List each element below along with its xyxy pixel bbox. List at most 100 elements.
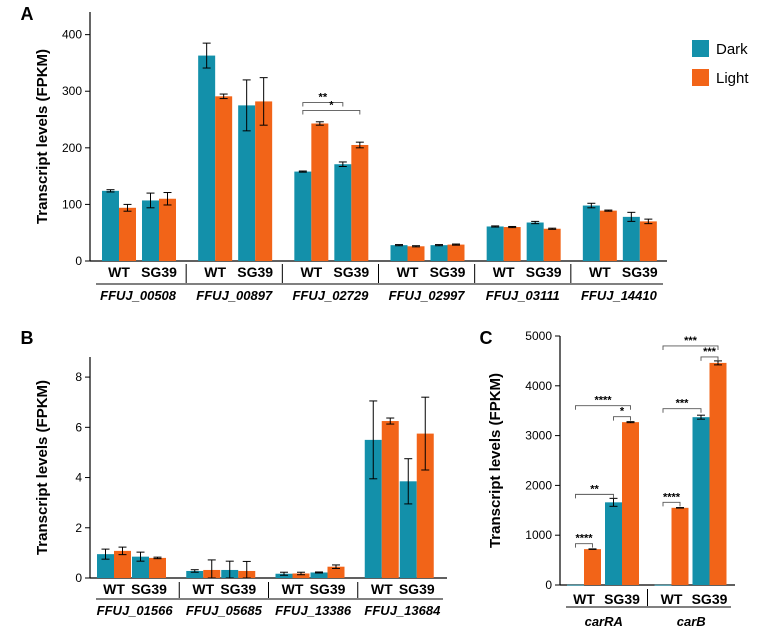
significance-label: ****	[663, 491, 681, 503]
panel-c-ytick-label: 2000	[525, 478, 552, 492]
panel-c-ytick-label: 4000	[525, 379, 552, 393]
bar-b-ffuj_01566-wt-dark	[97, 554, 114, 578]
panel-a-ytick-label: 300	[62, 84, 82, 98]
significance-bracket	[575, 405, 631, 410]
bar-b-ffuj_13386-sg39-light	[327, 566, 345, 578]
condition-label-wt: WT	[589, 264, 611, 280]
bar-a-ffuj_02997-sg39-light	[447, 244, 465, 261]
panel-a-ytick-label: 0	[75, 254, 82, 268]
bar-c-carb-sg39-dark	[692, 417, 710, 585]
bar-a-ffuj_02997-wt-dark	[390, 245, 408, 261]
gene-label-carb: carB	[677, 614, 706, 629]
gene-label-ffuj_05685: FFUJ_05685	[186, 603, 263, 618]
significance-bracket	[302, 102, 344, 107]
condition-label-wt: WT	[103, 581, 125, 597]
condition-label-wt: WT	[192, 581, 214, 597]
bar-b-ffuj_13386-wt-dark	[275, 573, 293, 578]
bar-a-ffuj_02729-wt-light	[311, 123, 329, 261]
significance-label: ***	[684, 335, 698, 347]
bar-b-ffuj_13684-sg39-dark	[399, 481, 417, 578]
bar-a-ffuj_00508-wt-dark	[102, 190, 119, 261]
significance-bracket	[575, 493, 614, 499]
significance-label: **	[590, 483, 599, 495]
legend-swatch-light	[692, 69, 709, 86]
bar-a-ffuj_02729-sg39-light	[351, 144, 369, 261]
bar-a-ffuj_02729-wt-dark	[294, 171, 312, 261]
condition-label-sg39: SG39	[310, 581, 346, 597]
significance-bracket	[700, 356, 719, 361]
condition-label-wt: WT	[300, 264, 322, 280]
bar-a-ffuj_02997-sg39-dark	[430, 245, 448, 261]
condition-label-wt: WT	[108, 264, 130, 280]
significance-label: ****	[575, 533, 593, 545]
gene-label-ffuj_00508: FFUJ_00508	[100, 288, 177, 303]
bar-a-ffuj_03111-sg39-light	[543, 228, 561, 261]
bar-a-ffuj_00897-sg39-light	[255, 101, 273, 261]
bar-a-ffuj_14410-sg39-dark	[622, 216, 640, 261]
gene-label-ffuj_13386: FFUJ_13386	[275, 603, 352, 618]
bar-b-ffuj_05685-wt-dark	[186, 570, 204, 578]
condition-label-wt: WT	[397, 264, 419, 280]
significance-label: *	[620, 406, 625, 418]
panel-a-label: A	[21, 4, 34, 24]
condition-label-sg39: SG39	[604, 591, 640, 607]
gene-label-ffuj_01566: FFUJ_01566	[97, 603, 174, 618]
panel-a-ylabel: Transcript levels (FPKM)	[34, 49, 51, 224]
gene-label-ffuj_14410: FFUJ_14410	[581, 288, 658, 303]
bar-c-carb-sg39-light	[709, 362, 727, 585]
bar-c-carra-wt-dark	[567, 584, 584, 586]
significance-label: ***	[676, 398, 690, 410]
bar-c-carb-wt-dark	[654, 584, 672, 586]
bar-a-ffuj_00897-sg39-dark	[238, 105, 256, 261]
condition-label-sg39: SG39	[220, 581, 256, 597]
gene-label-ffuj_02729: FFUJ_02729	[292, 288, 369, 303]
condition-label-sg39: SG39	[692, 591, 728, 607]
bar-b-ffuj_13684-wt-light	[381, 421, 399, 578]
legend-swatch-dark	[692, 40, 709, 57]
panel-a-ytick-label: 100	[62, 197, 82, 211]
panel-c-ytick-label: 3000	[525, 429, 552, 443]
bar-b-ffuj_13386-sg39-dark	[310, 572, 328, 578]
bar-a-ffuj_03111-wt-dark	[486, 226, 504, 261]
panel-b-label: B	[21, 328, 34, 348]
bar-c-carra-sg39-dark	[605, 502, 622, 585]
bar-c-carb-wt-light	[671, 507, 689, 585]
gene-label-ffuj_03111: FFUJ_03111	[486, 288, 560, 303]
condition-label-sg39: SG39	[430, 264, 466, 280]
bar-a-ffuj_02729-sg39-dark	[334, 164, 352, 261]
significance-label: ****	[594, 395, 612, 407]
panel-c-label: C	[480, 328, 493, 348]
condition-label-wt: WT	[573, 591, 595, 607]
panel-a-ytick-label: 200	[62, 141, 82, 155]
gene-label-ffuj_00897: FFUJ_00897	[196, 288, 273, 303]
condition-label-wt: WT	[282, 581, 304, 597]
significance-bracket	[662, 501, 681, 507]
bar-b-ffuj_13684-wt-dark	[364, 439, 382, 578]
bar-a-ffuj_14410-wt-light	[599, 210, 617, 261]
bar-a-ffuj_00508-sg39-dark	[142, 200, 159, 261]
significance-bracket	[662, 408, 702, 413]
bar-a-ffuj_00897-wt-dark	[198, 55, 216, 262]
bar-a-ffuj_00508-sg39-light	[159, 198, 176, 261]
bar-b-ffuj_01566-sg39-dark	[132, 556, 149, 578]
panel-b-ytick-label: 6	[75, 420, 82, 434]
significance-bracket	[662, 345, 719, 350]
bar-c-carra-sg39-light	[622, 422, 639, 585]
condition-label-wt: WT	[493, 264, 515, 280]
bar-a-ffuj_03111-wt-light	[503, 227, 521, 261]
significance-bracket	[613, 416, 631, 421]
panel-b-ytick-label: 0	[75, 571, 82, 585]
bar-b-ffuj_01566-wt-light	[114, 550, 131, 578]
panel-b-ytick-label: 8	[75, 370, 82, 384]
bar-b-ffuj_13386-wt-light	[292, 573, 310, 578]
panel-c-ytick-label: 0	[545, 578, 552, 592]
gene-label-ffuj_02997: FFUJ_02997	[389, 288, 466, 303]
condition-label-sg39: SG39	[399, 581, 435, 597]
bar-a-ffuj_03111-sg39-dark	[526, 222, 544, 261]
condition-label-sg39: SG39	[333, 264, 369, 280]
significance-label: **	[319, 92, 328, 104]
condition-label-sg39: SG39	[237, 264, 273, 280]
condition-label-sg39: SG39	[131, 581, 167, 597]
condition-label-sg39: SG39	[141, 264, 177, 280]
condition-label-sg39: SG39	[526, 264, 562, 280]
